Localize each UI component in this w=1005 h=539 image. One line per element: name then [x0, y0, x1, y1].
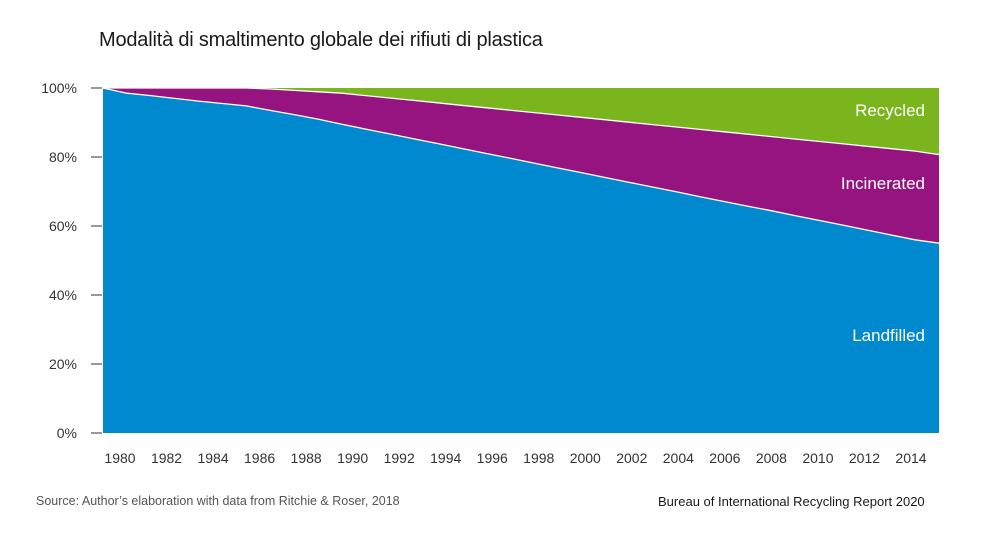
x-tick-label: 1992 — [384, 450, 415, 466]
y-tick-label: 40% — [49, 287, 77, 303]
x-axis: 1980 1982 1984 1986 1988 1990 1992 1994 1996 1998… — [104, 450, 926, 466]
label-recycled: Recycled — [855, 101, 925, 120]
x-tick-label: 1994 — [430, 450, 461, 466]
series-areas — [103, 88, 939, 433]
x-tick-label: 2012 — [849, 450, 880, 466]
y-tick-label: 60% — [49, 218, 77, 234]
report-credit: Bureau of International Recycling Report… — [658, 494, 925, 509]
x-tick-label: 2002 — [616, 450, 647, 466]
x-tick-label: 2014 — [895, 450, 926, 466]
x-tick-label: 1980 — [104, 450, 135, 466]
series-labels: Landfilled Incinerated Recycled — [841, 101, 925, 345]
x-tick-label: 1990 — [337, 450, 368, 466]
area-landfilled — [103, 88, 939, 433]
x-tick-label: 1984 — [197, 450, 228, 466]
x-tick-label: 1996 — [477, 450, 508, 466]
area-recycled — [103, 88, 939, 155]
x-tick-label: 2008 — [756, 450, 787, 466]
x-tick-label: 1986 — [244, 450, 275, 466]
boundary-incinerated — [103, 87, 940, 156]
y-axis: 0% 20% 40% 60% 80% 100% — [41, 80, 102, 441]
label-incinerated: Incinerated — [841, 174, 925, 193]
label-landfilled: Landfilled — [852, 326, 925, 345]
series-boundaries — [102, 87, 940, 244]
y-tick-label: 0% — [57, 425, 77, 441]
y-tick-label: 100% — [41, 80, 77, 96]
x-tick-label: 2000 — [570, 450, 601, 466]
x-tick-label: 1988 — [291, 450, 322, 466]
x-tick-label: 2006 — [709, 450, 740, 466]
boundary-landfilled — [102, 87, 940, 244]
chart-title: Modalità di smaltimento globale dei rifi… — [99, 29, 543, 51]
x-tick-label: 2004 — [663, 450, 694, 466]
source-note: Source: Author’s elaboration with data f… — [36, 494, 400, 508]
x-tick-label: 1982 — [151, 450, 182, 466]
x-tick-label: 1998 — [523, 450, 554, 466]
x-tick-label: 2010 — [802, 450, 833, 466]
y-tick-label: 20% — [49, 356, 77, 372]
y-tick-label: 80% — [49, 149, 77, 165]
